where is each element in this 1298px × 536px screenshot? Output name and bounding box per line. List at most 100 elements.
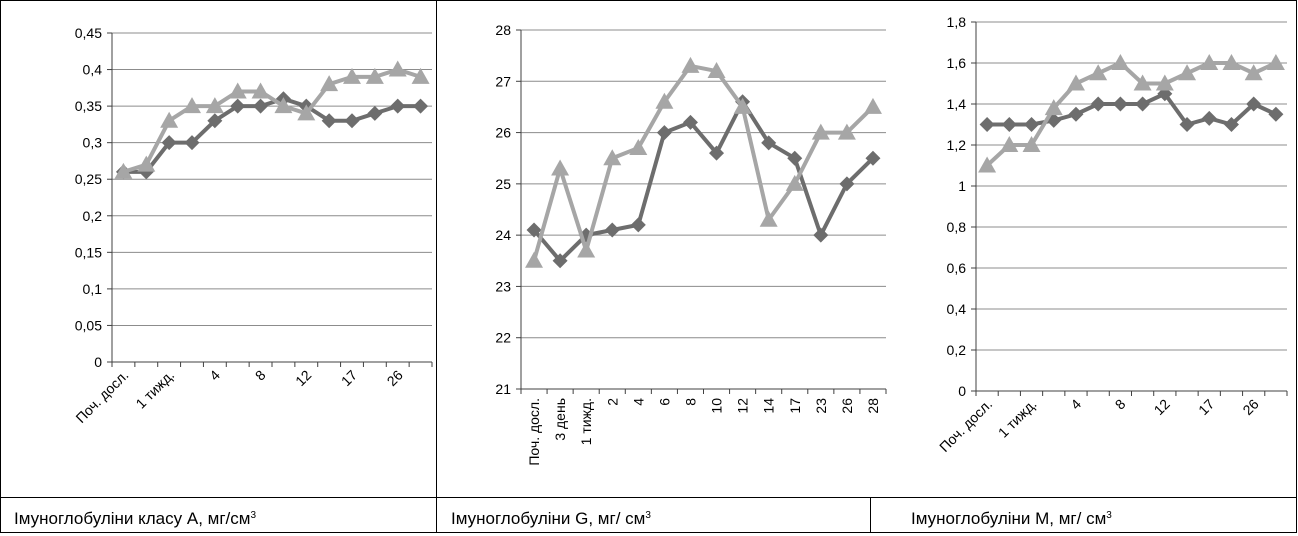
caption-superscript: 3 [645,510,651,521]
diamond-marker [184,135,200,151]
caption-divider-2 [870,498,871,533]
y-tick-label: 24 [495,227,511,243]
x-tick-label: 8 [682,398,698,406]
diamond-marker [604,222,620,238]
y-tick-label: 0,05 [75,317,102,333]
triangle-marker [1200,54,1219,70]
diamond-marker [413,98,429,114]
triangle-marker [1266,54,1285,70]
triangle-marker [228,82,247,99]
diamond-marker [787,150,803,166]
y-tick-label: 0,2 [83,208,103,224]
y-tick-label: 23 [495,278,511,294]
x-tick-label: 26 [839,398,855,414]
triangle-marker [388,60,407,77]
triangle-marker [114,162,133,179]
triangle-marker [707,62,726,79]
x-tick-label: 28 [865,398,881,414]
diamond-marker [552,253,568,269]
y-tick-label: 0,4 [83,62,103,78]
y-tick-label: 0,6 [947,260,967,276]
x-tick-label: 4 [206,367,223,384]
triangle-marker [1222,54,1241,70]
caption-superscript: 3 [1106,510,1112,521]
x-tick-label: 2 [604,398,620,406]
y-tick-label: 0,3 [83,135,103,151]
x-tick-label: 8 [1112,396,1129,413]
triangle-marker [205,97,224,114]
caption-immunoglobulin-m: Імуноглобуліни М, мг/ см3 [871,498,1297,533]
diamond-marker [526,222,542,238]
x-tick-label: 1 тижд. [578,398,594,445]
triangle-marker [1000,136,1019,152]
y-tick-label: 0 [94,354,102,370]
triangle-marker [251,82,270,99]
x-tick-label: 1 тижд. [995,396,1040,441]
triangle-marker [137,155,156,172]
diamond-marker [630,217,646,233]
chart-immunoglobulin-a: 0 0,05 0,1 0,15 0,2 0,25 0,3 0,35 0,4 0,45 Поч. до… [72,25,433,426]
x-tick-label: 10 [709,398,725,414]
triangle-marker [1066,74,1085,91]
diamond-marker [839,176,855,192]
diamond-marker [367,105,383,121]
x-tick-label: Поч. досл. [526,398,542,466]
triangle-marker [525,251,544,268]
y-tick-label: 1,4 [947,96,967,112]
diamond-marker [865,150,881,166]
triangle-marker [811,123,830,140]
x-tick-label: 12 [1151,396,1173,418]
diamond-marker [1112,96,1128,112]
diamond-marker [1001,117,1017,132]
x-tick-label: Поч. досл. [936,396,995,455]
x-tick-label: 26 [1239,396,1261,418]
diamond-marker [161,135,177,151]
x-tick-label: 4 [1067,396,1084,413]
diamond-marker [321,113,337,129]
triangle-marker [785,174,804,191]
caption-separator [0,497,1297,498]
series-line-triangle [532,63,875,262]
diamond-marker [1135,96,1151,112]
y-tick-label: 0 [958,383,966,399]
y-tick-label: 0,25 [75,171,102,187]
x-tick-label: 17 [1195,396,1217,418]
triangle-marker [603,149,622,166]
y-tick-label: 26 [495,125,511,141]
triangle-marker [320,75,339,92]
triangle-marker [577,241,596,258]
triangle-marker [1133,74,1152,91]
triangle-marker [759,210,778,227]
triangle-marker [551,159,570,176]
y-tick-label: 0,15 [75,244,102,260]
y-tick-label: 0,8 [947,219,967,235]
triangle-marker [1089,64,1108,81]
diamond-marker [1223,117,1239,132]
y-tick-label: 0,45 [75,25,102,41]
triangle-marker [863,97,882,114]
x-tick-label: 23 [813,398,829,414]
y-tick-label: 0,2 [947,342,967,358]
y-tick-label: 21 [495,381,511,397]
triangle-marker [1044,99,1063,116]
triangle-marker [274,97,293,114]
caption-immunoglobulin-g: Імуноглобуліни G, мг/ см3 [437,498,870,533]
x-tick-label: 1 тижд. [132,367,177,412]
diamond-marker [230,98,246,114]
triangle-marker [681,56,700,73]
x-tick-label: 6 [656,398,672,406]
y-tick-label: 28 [495,22,511,38]
y-tick-label: 22 [495,330,511,346]
caption-immunoglobulin-a: Імуноглобуліни класу А, мг/см3 [0,498,436,533]
diamond-marker [1024,117,1040,132]
triangle-marker [1244,64,1263,81]
triangle-marker [1111,54,1130,70]
diamond-marker [682,114,698,130]
diamond-marker [1068,106,1084,122]
triangle-marker [1022,136,1041,152]
triangle-marker [365,67,384,84]
diamond-marker [979,117,995,132]
diamond-marker [761,135,777,151]
